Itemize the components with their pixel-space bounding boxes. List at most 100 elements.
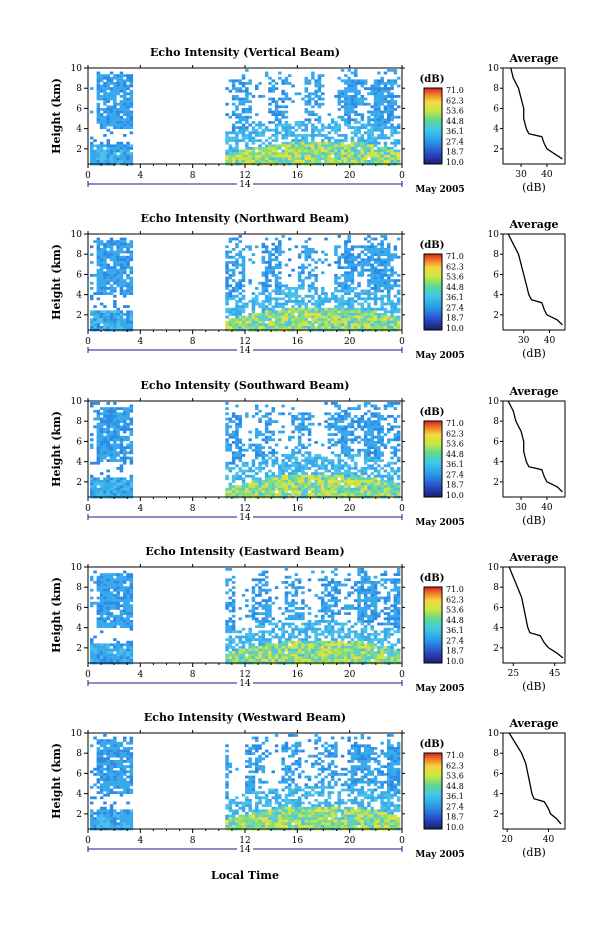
heatmap-cell xyxy=(317,131,322,135)
y-tick-label: 10 xyxy=(71,230,83,240)
heatmap-cell xyxy=(314,261,318,264)
heatmap-cell xyxy=(235,433,239,436)
heatmap-cell xyxy=(235,451,239,455)
heatmap-cell xyxy=(321,141,325,145)
heatmap-cell xyxy=(396,456,401,460)
heatmap-cell xyxy=(390,320,394,324)
heatmap-cell xyxy=(377,425,381,429)
heatmap-cell xyxy=(99,480,104,483)
heatmap-cell xyxy=(106,139,110,142)
heatmap-cell xyxy=(367,310,371,314)
heatmap-cell xyxy=(390,131,394,135)
heatmap-cell xyxy=(264,74,269,77)
heatmap-cell xyxy=(271,89,275,93)
heatmap-cell xyxy=(126,118,130,122)
heatmap-cell xyxy=(225,568,229,571)
heatmap-cell xyxy=(90,310,94,314)
heatmap-cell xyxy=(396,255,401,259)
heatmap-cell xyxy=(106,599,110,602)
heatmap-cell xyxy=(307,271,312,275)
heatmap-cell xyxy=(360,268,365,272)
heatmap-cell xyxy=(373,89,378,93)
heatmap-cell xyxy=(119,646,124,649)
heatmap-cell xyxy=(113,435,117,439)
heatmap-cell xyxy=(231,131,236,135)
heatmap-cell xyxy=(241,487,246,491)
heatmap-cell xyxy=(334,250,338,254)
heatmap-cell xyxy=(103,248,107,251)
heatmap-cell xyxy=(350,87,355,90)
heatmap-cell xyxy=(321,287,325,290)
heatmap-cell xyxy=(383,493,388,496)
heatmap-cell xyxy=(363,487,368,491)
heatmap-cell xyxy=(225,102,229,106)
heatmap-cell xyxy=(238,102,242,106)
heatmap-cell xyxy=(109,480,114,483)
heatmap-cell xyxy=(264,493,269,496)
heatmap-cell xyxy=(304,490,308,494)
heatmap-cell xyxy=(377,459,381,462)
heatmap-cell xyxy=(288,472,292,475)
heatmap-cell xyxy=(228,307,233,311)
heatmap-cell xyxy=(357,404,361,408)
colorbar-tick-label: 44.8 xyxy=(446,450,464,459)
heatmap-cell xyxy=(119,74,124,77)
heatmap-cell xyxy=(274,279,279,282)
heatmap-cell xyxy=(245,141,249,145)
heatmap-cell xyxy=(261,300,266,303)
heatmap-cell xyxy=(96,326,101,329)
heatmap-cell xyxy=(284,157,289,161)
heatmap-cell xyxy=(241,320,246,324)
heatmap-cell xyxy=(307,326,312,329)
heatmap-cell xyxy=(231,441,236,444)
heatmap-cell xyxy=(317,318,322,321)
heatmap-cell xyxy=(360,79,365,83)
heatmap-cell xyxy=(347,446,351,449)
heatmap-cell xyxy=(228,443,233,447)
heatmap-cell xyxy=(360,469,365,473)
heatmap-cell xyxy=(258,467,262,470)
heatmap-cell xyxy=(274,258,279,262)
heatmap-cell xyxy=(231,451,236,455)
heatmap-cell xyxy=(340,154,345,158)
heatmap-cell xyxy=(99,326,104,329)
heatmap-cell xyxy=(330,417,335,421)
heatmap-cell xyxy=(106,79,110,83)
heatmap-cell xyxy=(106,253,110,256)
heatmap-cell xyxy=(228,284,233,288)
heatmap-cell xyxy=(96,402,101,405)
heatmap-cell xyxy=(337,464,341,468)
heatmap-cell xyxy=(238,89,242,93)
heatmap-cell xyxy=(90,490,94,494)
heatmap-cell xyxy=(360,126,365,129)
heatmap-cell xyxy=(99,108,104,111)
heatmap-cell xyxy=(284,95,289,98)
heatmap-cell xyxy=(96,493,101,496)
heatmap-cell xyxy=(360,490,365,494)
heatmap-cell xyxy=(373,160,378,163)
heatmap-cell xyxy=(248,485,252,488)
y-tick-label: 10 xyxy=(71,64,83,74)
heatmap-cell xyxy=(99,242,104,246)
heatmap-cell xyxy=(109,144,114,148)
heatmap-cell xyxy=(123,100,127,103)
heatmap-cell xyxy=(387,263,391,267)
heatmap-cell xyxy=(96,643,101,647)
heatmap-cell xyxy=(330,318,335,321)
heatmap-cell xyxy=(344,274,348,277)
heatmap-cell xyxy=(383,108,388,111)
heatmap-cell xyxy=(304,89,308,93)
heatmap-cell xyxy=(396,141,401,145)
heatmap-cell xyxy=(314,128,318,132)
heatmap-cell xyxy=(241,480,246,483)
heatmap-cell xyxy=(225,307,229,311)
heatmap-cell xyxy=(271,297,275,301)
heatmap-cell xyxy=(109,415,114,418)
heatmap-cell xyxy=(347,79,351,83)
heatmap-cell xyxy=(334,420,338,423)
heatmap-cell xyxy=(126,144,130,148)
heatmap-cell xyxy=(228,568,233,571)
heatmap-cell xyxy=(317,87,322,90)
heatmap-cell xyxy=(354,435,358,439)
heatmap-cell xyxy=(261,480,266,483)
